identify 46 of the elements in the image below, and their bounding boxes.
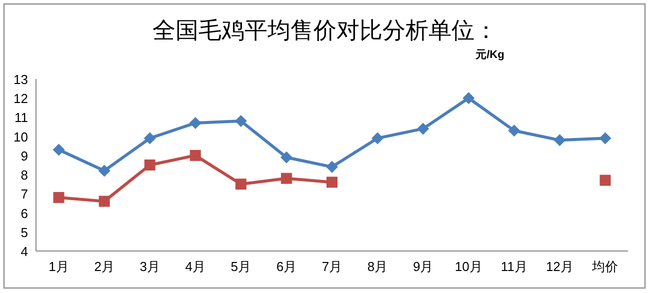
x-tick-label: 3月 [140, 259, 160, 274]
y-tick-label: 10 [14, 129, 28, 144]
point [280, 172, 292, 184]
x-tick-label: 1月 [48, 259, 69, 274]
point [53, 192, 64, 203]
x-tick-label: 7月 [322, 259, 342, 274]
point [600, 174, 611, 186]
point [189, 116, 202, 129]
point [462, 92, 475, 104]
point [372, 132, 384, 144]
point [144, 132, 156, 144]
point [508, 124, 520, 137]
point [554, 134, 566, 146]
point [144, 160, 156, 170]
point [52, 144, 65, 156]
x-tick-label: 5月 [230, 259, 252, 274]
y-tick-label: 11 [14, 110, 28, 126]
point [280, 151, 292, 164]
point [98, 164, 110, 177]
y-tick-label: 13 [14, 72, 28, 87]
point [326, 176, 338, 188]
y-tick-label: 12 [14, 91, 28, 106]
y-tick-label: 7 [20, 186, 28, 202]
x-tick-label: 12月 [546, 259, 574, 274]
x-tick-label: 2月 [94, 259, 114, 274]
y-tick-label: 8 [20, 168, 28, 183]
y-tick-label: 5 [20, 224, 28, 240]
point [235, 178, 246, 190]
x-tick-label: 均价 [591, 259, 618, 274]
x-tick-label: 9月 [412, 259, 434, 274]
chart-title: 全国毛鸡平均售价对比分析单位： [152, 17, 498, 43]
y-tick-label: 6 [20, 206, 28, 221]
point [234, 115, 247, 128]
x-tick-label: 11月 [500, 259, 528, 274]
point [326, 160, 338, 173]
point [98, 196, 110, 207]
y-tick-label: 4 [20, 244, 28, 259]
y-tick-label: 9 [20, 148, 28, 164]
point [417, 122, 430, 135]
x-tick-label: 8月 [367, 259, 388, 274]
x-tick-label: 6月 [276, 259, 297, 274]
point [599, 132, 612, 144]
point [190, 150, 201, 161]
chart-subtitle: 元/Kg [474, 49, 504, 61]
x-tick-label: 4月 [185, 259, 206, 274]
x-tick-label: 10月 [454, 259, 482, 274]
